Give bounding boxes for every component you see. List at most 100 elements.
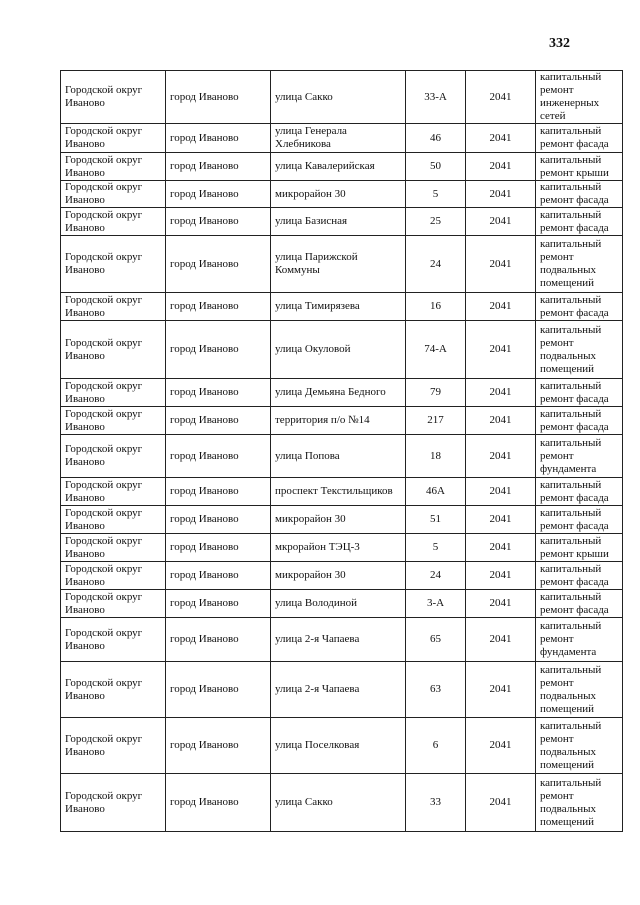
year-cell: 2041 — [465, 477, 536, 506]
district-cell: Городской округ Иваново — [60, 235, 166, 293]
district-cell: Городской округ Иваново — [60, 661, 166, 718]
city-cell: город Иваново — [165, 235, 271, 293]
year-cell: 2041 — [465, 661, 536, 718]
year-cell: 2041 — [465, 533, 536, 562]
work-type-cell: капитальный ремонт фасада — [535, 123, 623, 153]
house-number-cell: 46А — [405, 477, 466, 506]
street-cell: улица Кавалерийская — [270, 152, 406, 181]
street-cell: улица Поселковая — [270, 717, 406, 774]
year-cell: 2041 — [465, 292, 536, 321]
house-number-cell: 16 — [405, 292, 466, 321]
house-number-cell: 5 — [405, 533, 466, 562]
city-cell: город Иваново — [165, 152, 271, 181]
table-row: Городской округ Иваново город Иваново микр… — [60, 561, 623, 590]
work-type-cell: капитальный ремонт подвальных помещений — [535, 717, 623, 774]
table-row: Городской округ Иваново город Иваново микр… — [60, 180, 623, 208]
work-type-cell: капитальный ремонт инженерных сетей — [535, 70, 623, 124]
work-type-cell: капитальный ремонт фасада — [535, 477, 623, 506]
house-number-cell: 33-А — [405, 70, 466, 124]
street-cell: мкрорайон ТЭЦ-3 — [270, 533, 406, 562]
district-cell: Городской округ Иваново — [60, 561, 166, 590]
table-row: Городской округ Иваново город Иваново улиц… — [60, 207, 623, 236]
year-cell: 2041 — [465, 378, 536, 407]
city-cell: город Иваново — [165, 533, 271, 562]
house-number-cell: 6 — [405, 717, 466, 774]
house-number-cell: 63 — [405, 661, 466, 718]
year-cell: 2041 — [465, 589, 536, 618]
house-number-cell: 18 — [405, 434, 466, 478]
street-cell: микрорайон 30 — [270, 505, 406, 534]
year-cell: 2041 — [465, 773, 536, 832]
district-cell: Городской округ Иваново — [60, 773, 166, 832]
city-cell: город Иваново — [165, 70, 271, 124]
district-cell: Городской округ Иваново — [60, 617, 166, 662]
table-row: Городской округ Иваново город Иваново улиц… — [60, 717, 623, 774]
district-cell: Городской округ Иваново — [60, 434, 166, 478]
house-number-cell: 24 — [405, 235, 466, 293]
table-row: Городской округ Иваново город Иваново улиц… — [60, 320, 623, 379]
house-number-cell: 74-А — [405, 320, 466, 379]
work-type-cell: капитальный ремонт фундамента — [535, 617, 623, 662]
street-cell: улица Базисная — [270, 207, 406, 236]
table-row: Городской округ Иваново город Иваново улиц… — [60, 661, 623, 718]
street-cell: улица Сакко — [270, 70, 406, 124]
year-cell: 2041 — [465, 320, 536, 379]
work-type-cell: капитальный ремонт фасада — [535, 292, 623, 321]
table-row: Городской округ Иваново город Иваново мкро… — [60, 533, 623, 562]
street-cell: улица Демьяна Бедного — [270, 378, 406, 407]
work-type-cell: капитальный ремонт крыши — [535, 533, 623, 562]
table-row: Городской округ Иваново город Иваново улиц… — [60, 292, 623, 321]
street-cell: микрорайон 30 — [270, 180, 406, 208]
work-type-cell: капитальный ремонт фасада — [535, 561, 623, 590]
house-number-cell: 3-А — [405, 589, 466, 618]
district-cell: Городской округ Иваново — [60, 477, 166, 506]
city-cell: город Иваново — [165, 717, 271, 774]
work-type-cell: капитальный ремонт подвальных помещений — [535, 320, 623, 379]
city-cell: город Иваново — [165, 505, 271, 534]
work-type-cell: капитальный ремонт фундамента — [535, 434, 623, 478]
district-cell: Городской округ Иваново — [60, 70, 166, 124]
street-cell: улица 2-я Чапаева — [270, 617, 406, 662]
house-number-cell: 51 — [405, 505, 466, 534]
street-cell: улица Володиной — [270, 589, 406, 618]
district-cell: Городской округ Иваново — [60, 320, 166, 379]
house-number-cell: 25 — [405, 207, 466, 236]
table-row: Городской округ Иваново город Иваново улиц… — [60, 123, 623, 153]
city-cell: город Иваново — [165, 617, 271, 662]
district-cell: Городской округ Иваново — [60, 152, 166, 181]
street-cell: улица Сакко — [270, 773, 406, 832]
house-number-cell: 50 — [405, 152, 466, 181]
repair-schedule-table: Городской округ Иваново город Иваново улиц… — [60, 70, 623, 832]
house-number-cell: 217 — [405, 406, 466, 435]
district-cell: Городской округ Иваново — [60, 207, 166, 236]
work-type-cell: капитальный ремонт подвальных помещений — [535, 773, 623, 832]
work-type-cell: капитальный ремонт подвальных помещений — [535, 661, 623, 718]
year-cell: 2041 — [465, 152, 536, 181]
house-number-cell: 79 — [405, 378, 466, 407]
year-cell: 2041 — [465, 717, 536, 774]
table-row: Городской округ Иваново город Иваново улиц… — [60, 235, 623, 293]
table-row: Городской округ Иваново город Иваново улиц… — [60, 773, 623, 832]
district-cell: Городской округ Иваново — [60, 378, 166, 407]
city-cell: город Иваново — [165, 180, 271, 208]
table-row: Городской округ Иваново город Иваново улиц… — [60, 152, 623, 181]
year-cell: 2041 — [465, 207, 536, 236]
table-row: Городской округ Иваново город Иваново улиц… — [60, 617, 623, 662]
district-cell: Городской округ Иваново — [60, 292, 166, 321]
district-cell: Городской округ Иваново — [60, 717, 166, 774]
street-cell: улица Тимирязева — [270, 292, 406, 321]
city-cell: город Иваново — [165, 661, 271, 718]
year-cell: 2041 — [465, 505, 536, 534]
city-cell: город Иваново — [165, 406, 271, 435]
year-cell: 2041 — [465, 434, 536, 478]
table-row: Городской округ Иваново город Иваново микр… — [60, 505, 623, 534]
street-cell: улица Парижской Коммуны — [270, 235, 406, 293]
city-cell: город Иваново — [165, 207, 271, 236]
table-row: Городской округ Иваново город Иваново улиц… — [60, 70, 623, 124]
city-cell: город Иваново — [165, 320, 271, 379]
street-cell: улица 2-я Чапаева — [270, 661, 406, 718]
work-type-cell: капитальный ремонт фасада — [535, 406, 623, 435]
house-number-cell: 46 — [405, 123, 466, 153]
city-cell: город Иваново — [165, 292, 271, 321]
work-type-cell: капитальный ремонт фасада — [535, 505, 623, 534]
